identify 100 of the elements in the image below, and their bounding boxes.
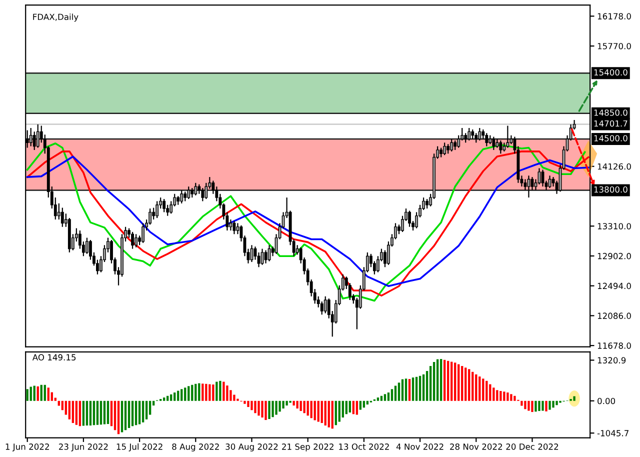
bar	[310, 400, 312, 418]
bar	[486, 380, 488, 401]
y-tick-label: 12086.0	[598, 312, 631, 319]
bar	[166, 396, 169, 401]
bar	[191, 384, 194, 401]
x-tick-label: 28 Nov 2022	[450, 444, 502, 450]
bar	[531, 400, 534, 412]
bar	[514, 396, 516, 401]
bar	[100, 400, 102, 425]
candlestick	[57, 202, 60, 220]
bar	[503, 392, 506, 401]
y-tick-label: 15770.0	[598, 43, 631, 50]
bar	[443, 360, 446, 401]
bar	[404, 378, 408, 401]
text: FDAX,Daily	[33, 14, 78, 22]
candlestick	[468, 127, 471, 141]
x-tick-label: 21 Sep 2022	[282, 444, 334, 452]
candlestick	[236, 222, 240, 235]
bar	[524, 400, 526, 410]
ref-line-label: 15400.0	[594, 69, 628, 76]
bar	[145, 400, 148, 420]
bar	[412, 377, 414, 401]
candlestick	[324, 296, 327, 314]
bar	[117, 400, 120, 434]
bar	[492, 388, 495, 401]
candlestick	[36, 124, 40, 148]
bar	[286, 400, 288, 406]
candlestick	[485, 132, 488, 147]
bar	[219, 380, 222, 401]
bar	[275, 400, 278, 415]
bar	[458, 364, 460, 401]
bar	[26, 389, 28, 401]
bar	[278, 400, 281, 412]
candlestick	[232, 220, 236, 235]
bar	[124, 400, 127, 430]
y-tick-label: 16178.0	[598, 13, 631, 20]
bar	[78, 400, 82, 426]
bar	[47, 388, 50, 401]
candlestick	[131, 231, 134, 250]
bar	[390, 389, 394, 401]
y-tick-label: 1320.9	[598, 357, 626, 364]
ref-line-label: 14701.7	[594, 120, 628, 127]
bar	[387, 392, 390, 401]
bar	[128, 400, 130, 428]
bar	[552, 400, 554, 408]
x-tick-label: 23 Jun 2022	[58, 444, 108, 452]
bar	[208, 384, 211, 401]
x-tick-label: 13 Oct 2022	[339, 444, 389, 450]
bar	[264, 400, 267, 420]
bar	[142, 400, 144, 422]
bar	[450, 362, 453, 401]
bar	[131, 400, 134, 426]
candlestick	[85, 237, 88, 254]
candlestick	[190, 187, 194, 198]
candlestick	[60, 207, 64, 228]
candlestick	[156, 200, 159, 219]
candlestick	[454, 140, 457, 151]
candlestick	[446, 144, 450, 154]
bar	[338, 400, 340, 422]
candlestick	[320, 300, 324, 316]
candlestick	[32, 131, 36, 151]
candlestick	[426, 198, 429, 210]
bar	[89, 400, 92, 426]
bar	[510, 394, 512, 401]
candlestick	[499, 140, 502, 154]
bar	[422, 374, 425, 401]
candlestick	[187, 186, 190, 200]
bar	[496, 390, 498, 401]
candlestick	[478, 127, 482, 141]
candlestick	[524, 178, 527, 191]
ref-line-label: 13800.0	[594, 186, 628, 193]
bar	[134, 400, 138, 426]
bar	[401, 379, 404, 401]
y-tick-label: -1045.7	[597, 430, 628, 436]
x-tick-label: 20 Dec 2022	[506, 444, 558, 450]
bar	[75, 400, 78, 425]
candlestick	[29, 127, 32, 147]
bar	[545, 400, 548, 412]
y-tick-label: 12902.0	[598, 252, 631, 260]
bar	[244, 400, 246, 404]
bar	[216, 382, 218, 401]
candlestick	[443, 142, 446, 156]
candlestick	[474, 132, 478, 144]
bar	[440, 358, 442, 401]
bar	[573, 396, 576, 401]
x-tick-label: 8 Aug 2022	[172, 444, 219, 452]
y-tick-label: 0.00	[598, 398, 616, 404]
bar	[96, 400, 99, 425]
bar	[36, 386, 39, 401]
bar	[345, 400, 348, 414]
bar	[226, 385, 228, 401]
bar	[258, 400, 260, 416]
bar	[394, 386, 397, 401]
bar	[500, 391, 502, 401]
bar	[82, 400, 85, 426]
bar	[506, 392, 509, 401]
x-tick-label: 30 Aug 2022	[226, 444, 278, 452]
bar	[461, 366, 464, 401]
bar	[40, 384, 42, 401]
candlestick	[440, 147, 443, 158]
